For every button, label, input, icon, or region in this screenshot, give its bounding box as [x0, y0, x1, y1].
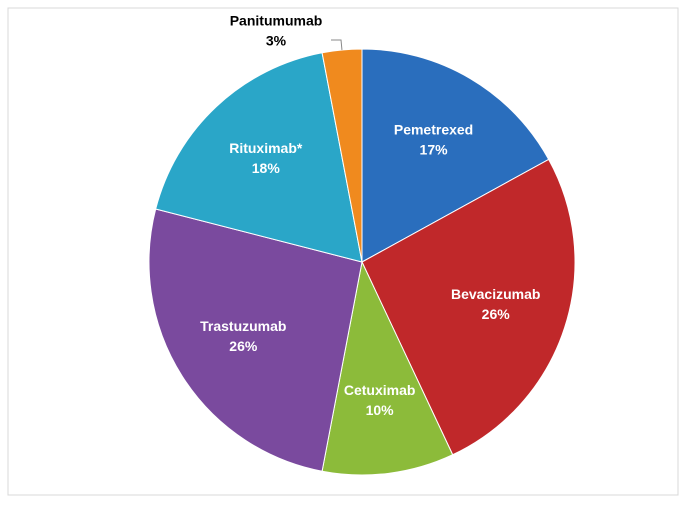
leader-line	[331, 39, 343, 50]
pie-slice	[155, 52, 363, 263]
pie-slice	[321, 260, 454, 476]
slice-value: 18%	[252, 160, 281, 176]
slice-value: 26%	[482, 306, 511, 322]
slice-label: Bevacizumab	[451, 286, 540, 302]
slice-label: Trastuzumab	[200, 318, 286, 334]
pie-slice	[321, 48, 363, 263]
slice-value: 10%	[366, 402, 395, 418]
slice-value: 17%	[420, 142, 449, 158]
slice-label: Rituximab*	[229, 140, 303, 156]
slice-label: Pemetrexed	[394, 122, 473, 138]
slice-value: 3%	[266, 33, 287, 49]
pie-slice	[148, 208, 363, 472]
pie-slice	[361, 158, 576, 456]
slice-label: Cetuximab	[344, 382, 416, 398]
pie-slice	[361, 48, 550, 263]
slice-value: 26%	[229, 338, 258, 354]
slice-label: Panitumumab	[230, 13, 323, 29]
